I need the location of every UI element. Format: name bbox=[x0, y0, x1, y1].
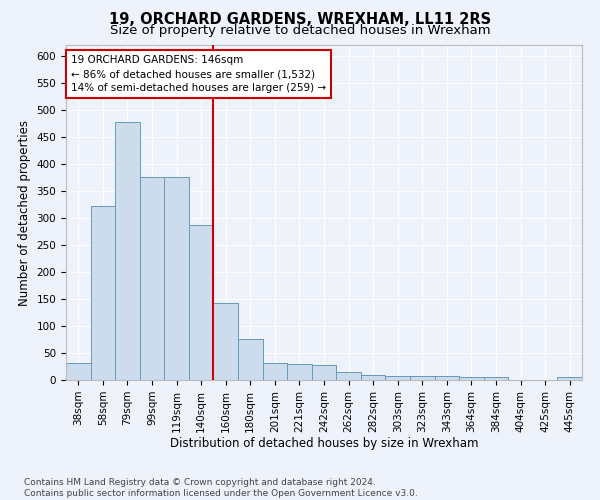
Bar bbox=[91, 206, 115, 380]
Bar bbox=[214, 304, 238, 380]
Bar bbox=[66, 362, 91, 380]
Bar bbox=[287, 364, 312, 380]
Bar bbox=[140, 178, 164, 380]
Text: 19, ORCHARD GARDENS, WREXHAM, LL11 2RS: 19, ORCHARD GARDENS, WREXHAM, LL11 2RS bbox=[109, 12, 491, 28]
Bar bbox=[115, 122, 140, 380]
Text: Contains HM Land Registry data © Crown copyright and database right 2024.
Contai: Contains HM Land Registry data © Crown c… bbox=[24, 478, 418, 498]
Bar bbox=[385, 376, 410, 380]
Bar bbox=[164, 178, 189, 380]
Bar bbox=[189, 225, 214, 380]
Bar bbox=[557, 377, 582, 380]
Text: 19 ORCHARD GARDENS: 146sqm
← 86% of detached houses are smaller (1,532)
14% of s: 19 ORCHARD GARDENS: 146sqm ← 86% of deta… bbox=[71, 55, 326, 93]
Bar bbox=[434, 376, 459, 380]
Bar bbox=[484, 378, 508, 380]
Bar bbox=[410, 376, 434, 380]
Y-axis label: Number of detached properties: Number of detached properties bbox=[18, 120, 31, 306]
Bar bbox=[312, 366, 336, 380]
Bar bbox=[263, 363, 287, 380]
Bar bbox=[361, 375, 385, 380]
Text: Size of property relative to detached houses in Wrexham: Size of property relative to detached ho… bbox=[110, 24, 490, 37]
X-axis label: Distribution of detached houses by size in Wrexham: Distribution of detached houses by size … bbox=[170, 438, 478, 450]
Bar bbox=[459, 378, 484, 380]
Bar bbox=[238, 340, 263, 380]
Bar bbox=[336, 372, 361, 380]
